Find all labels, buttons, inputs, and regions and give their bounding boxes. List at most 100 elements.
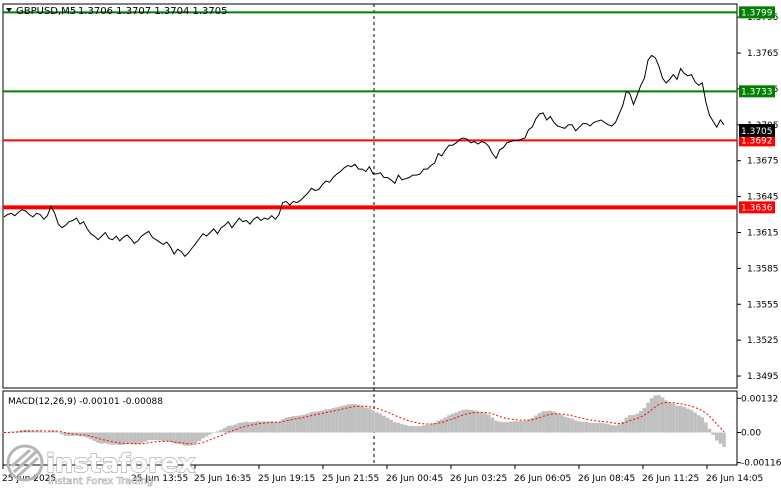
price-tick-label: 1.3675 [747,157,779,167]
macd-bar [364,407,368,433]
macd-bar [353,404,357,433]
macd-bar [686,408,690,433]
macd-bar [34,430,39,433]
macd-bar [327,409,332,433]
price-line [3,54,725,258]
macd-bar [378,413,383,433]
macd-bar [494,420,498,433]
macd-bar [689,409,694,433]
macd-bar [309,412,314,433]
macd-bar [349,404,354,433]
macd-bar [418,426,422,433]
macd-bar [610,425,614,433]
macd-bar [114,432,119,445]
time-tick-label: 25 Jun 19:15 [258,474,315,484]
macd-bar [139,432,144,444]
macd-bar [197,432,202,441]
macd-bar [371,410,375,433]
macd-bar [675,405,679,433]
macd-bar [136,432,140,445]
macd-bar [497,421,502,433]
macd-bar [262,421,267,433]
current-price-tag: 1.3705 [741,127,773,137]
chart-symbol[interactable]: GBPUSD,M5 [16,6,76,17]
macd-bar [436,420,441,433]
macd-bar [331,408,336,433]
level-tag: 1.3733 [741,87,773,97]
macd-bar [537,413,542,433]
macd-bar [175,432,180,444]
macd-bar [573,420,578,433]
macd-bar [577,421,582,433]
macd-bar [132,432,137,445]
macd-bar [454,412,459,433]
macd-bar [606,424,611,433]
macd-bar [678,405,683,433]
macd-bar [671,403,676,433]
macd-bar [288,417,292,433]
macd-bar [563,416,567,433]
macd-bar [617,424,621,433]
macd-bar [635,413,640,433]
macd-bar [429,424,433,433]
macd-bar [16,431,21,433]
macd-bar [530,418,535,433]
macd-bar [280,419,285,433]
macd-bar [642,407,647,433]
macd-bar [168,432,173,442]
macd-bar [487,414,491,433]
price-tick-label: 1.3645 [747,193,779,203]
macd-bar [443,417,448,433]
macd-tick-label: 0.00132 [741,394,778,404]
macd-bar [52,430,57,433]
macd-bar [360,406,365,433]
macd-bar [722,432,726,447]
macd-bar [125,432,129,444]
macd-bar [704,422,708,433]
macd-bar [298,415,303,433]
macd-bar [335,407,339,433]
macd-bar [110,432,115,445]
macd-tick-label: -0.00116 [741,459,781,469]
macd-bar [143,432,147,442]
price-tick-label: 1.3765 [747,49,779,59]
macd-bar [389,419,393,433]
macd-bar [342,405,346,433]
macd-bar [251,421,256,433]
macd-bar [60,432,64,435]
instaforex-logo-icon [6,444,44,482]
macd-bar [707,428,712,433]
symbol-dropdown-icon[interactable] [6,8,12,12]
macd-bar [241,422,245,433]
macd-bar [219,429,223,433]
macd-bar [273,421,278,433]
macd-bar [56,432,61,433]
macd-bar [193,432,198,444]
macd-bar [172,432,176,444]
macd-bar [128,432,133,444]
macd-bar [411,425,415,433]
level-tag: 1.3799 [741,8,773,18]
macd-bar [476,411,480,433]
macd-bar [595,422,600,433]
macd-bar [212,432,216,433]
chart-ohlc: 1.3706 1.3707 1.3704 1.3705 [78,6,228,17]
macd-bar [20,430,24,433]
macd-bar [96,432,100,443]
level-tag-bg [739,85,775,98]
macd-bar [269,421,274,433]
macd-bar [244,421,249,433]
macd-bar [157,432,162,441]
macd-bar [508,421,513,433]
macd-bar [534,415,538,433]
macd-bar [183,432,187,446]
macd-bar [49,430,53,433]
macd-bar [385,417,390,433]
macd-bar [461,409,466,433]
macd-bar [121,432,126,445]
macd-bar [356,404,361,433]
macd-bar [146,432,151,441]
macd-bar [566,417,571,433]
macd-bar [248,422,252,433]
macd-bar [559,414,564,433]
